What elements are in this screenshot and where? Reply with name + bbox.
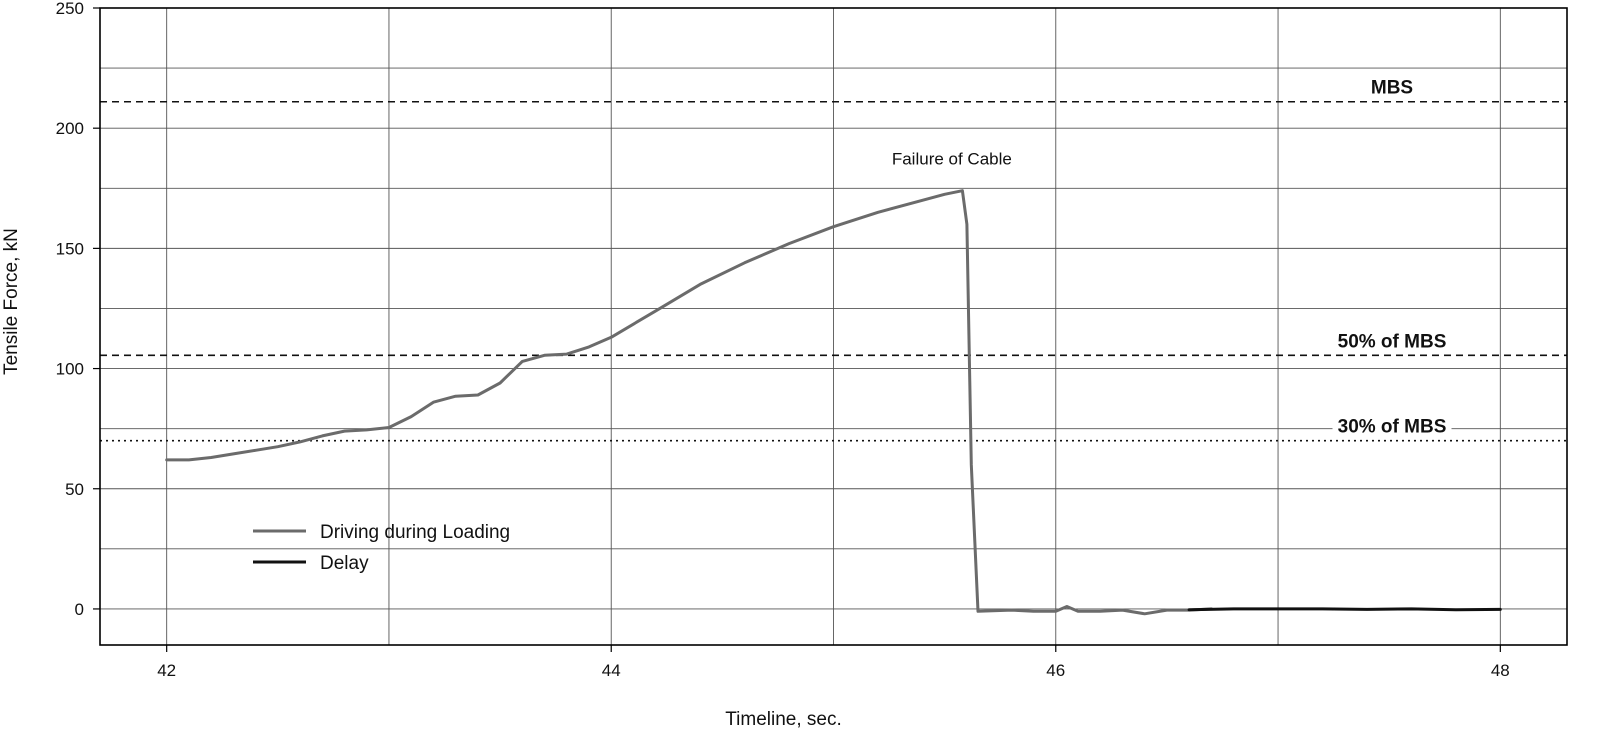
grid-lines — [100, 8, 1567, 645]
legend: Driving during Loading Delay — [253, 522, 510, 574]
y-tick-label: 0 — [75, 600, 84, 619]
reference-label: MBS — [1371, 78, 1413, 99]
series-line — [1187, 607, 1502, 612]
reference-lines: MBS 50% of MBS 30% of MBS — [100, 78, 1567, 442]
y-tick-label: 150 — [56, 239, 84, 258]
y-tick-label: 250 — [56, 0, 84, 18]
legend-label: Delay — [320, 553, 369, 574]
reference-label: 30% of MBS — [1338, 417, 1447, 438]
y-tick-label: 200 — [56, 119, 84, 138]
x-axis-title: Timeline, sec. — [725, 709, 842, 730]
x-tick-label: 48 — [1491, 661, 1510, 680]
annotation-label: Failure of Cable — [892, 150, 1012, 169]
reference-label-bg — [1332, 415, 1452, 438]
y-tick-label: 50 — [65, 480, 84, 499]
x-tick-label: 42 — [157, 661, 176, 680]
y-tick-label: 100 — [56, 360, 84, 379]
series-line — [165, 189, 1213, 616]
x-tick-label: 44 — [602, 661, 621, 680]
annotations: Failure of Cable — [892, 150, 1012, 169]
x-tick-label: 46 — [1046, 661, 1065, 680]
y-axis-title: Tensile Force, kN — [1, 228, 22, 375]
axis-ticks: 42 44 46 48 0 50 100 150 200 250 — [56, 0, 1510, 680]
reference-label: 50% of MBS — [1338, 331, 1447, 352]
legend-label: Driving during Loading — [320, 522, 510, 543]
plot-frame — [99, 7, 1568, 646]
series-lines — [165, 189, 1502, 616]
